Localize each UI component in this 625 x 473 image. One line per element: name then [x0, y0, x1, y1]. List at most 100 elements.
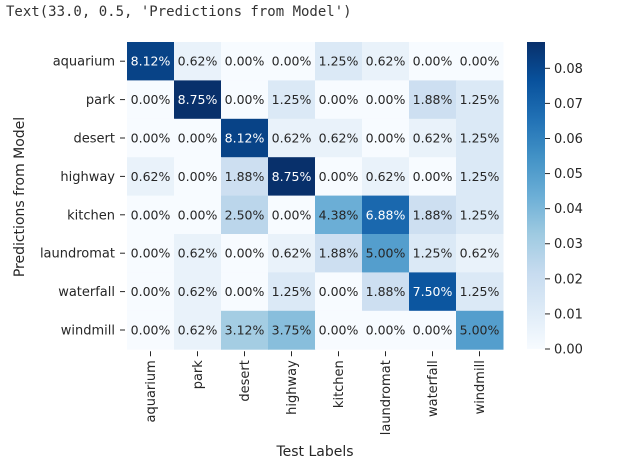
heatmap-cell-label: 5.00%	[460, 323, 500, 338]
heatmap-cell-labels: 8.12% 0.62% 0.00% 0.00% 1.25% 0.62% 0.00% 0.00%…	[131, 54, 500, 338]
heatmap-cell	[127, 80, 175, 120]
heatmap-cell	[362, 118, 410, 158]
heatmap-cell	[221, 118, 269, 158]
heatmap-cell	[456, 234, 504, 273]
colorbar-tick-label: 0.01	[554, 307, 583, 322]
heatmap-cell	[221, 234, 269, 273]
heatmap-cell	[362, 157, 410, 197]
heatmap-cell-label: 0.62%	[178, 246, 218, 261]
heatmap-cell-label: 0.00%	[319, 284, 359, 299]
heatmap-cell-label: 0.00%	[131, 246, 171, 261]
heatmap-cell	[409, 310, 457, 350]
heatmap-cell-label: 0.00%	[366, 323, 406, 338]
heatmap-cell-label: 6.88%	[366, 207, 406, 222]
heatmap-cell-label: 0.00%	[319, 169, 359, 184]
heatmap-cell-label: 0.62%	[366, 54, 406, 69]
heatmap-cell-label: 0.00%	[319, 323, 359, 338]
heatmap-cell-label: 0.00%	[178, 169, 218, 184]
colorbar-tick-label: 0.06	[554, 132, 583, 147]
y-tick-label: highway	[60, 170, 115, 185]
heatmap-cell	[127, 272, 175, 312]
heatmap-cell-label: 0.00%	[225, 54, 265, 69]
heatmap-cell	[268, 80, 316, 120]
heatmap-cell	[127, 234, 175, 273]
heatmap-cell	[174, 195, 222, 235]
heatmap-cell-label: 0.62%	[319, 131, 359, 146]
x-axis-title: Test Labels	[275, 444, 353, 460]
heatmap-cell	[268, 272, 316, 312]
heatmap-cell-label: 1.25%	[460, 207, 500, 222]
heatmap-cell	[409, 272, 457, 312]
heatmap-cell	[456, 118, 504, 158]
heatmap-cell	[409, 234, 457, 273]
heatmap-cell	[174, 234, 222, 273]
heatmap-cell	[127, 157, 175, 197]
heatmap-cell	[268, 310, 316, 350]
notebook-output-text: Text(33.0, 0.5, 'Predictions from Model'…	[6, 4, 352, 20]
heatmap-cell	[315, 195, 363, 235]
heatmap-cell-label: 0.00%	[366, 92, 406, 107]
y-tick-label: park	[86, 93, 116, 108]
heatmap-cell-label: 0.00%	[131, 92, 171, 107]
heatmap-cell-label: 1.25%	[460, 131, 500, 146]
heatmap-cell-label: 0.00%	[413, 323, 453, 338]
heatmap-cell-label: 3.12%	[225, 323, 265, 338]
heatmap-cell-label: 8.12%	[131, 54, 171, 69]
heatmap-cell	[362, 234, 410, 273]
heatmap-cell-label: 1.25%	[272, 284, 312, 299]
colorbar-tick-label: 0.03	[554, 237, 583, 252]
x-tick-label: park	[191, 360, 206, 390]
heatmap-cell-label: 8.12%	[225, 131, 265, 146]
colorbar-tick-label: 0.07	[554, 97, 583, 112]
heatmap-cell	[315, 157, 363, 197]
heatmap-cell-label: 0.62%	[460, 246, 500, 261]
heatmap-cell	[315, 42, 363, 81]
heatmap-cell-label: 0.00%	[225, 246, 265, 261]
heatmap-cell-label: 0.00%	[460, 54, 500, 69]
heatmap-cell	[221, 195, 269, 235]
heatmap-cell	[409, 118, 457, 158]
y-tick-label: windmill	[61, 324, 115, 339]
heatmap-cell-label: 0.00%	[131, 284, 171, 299]
x-tick-label: laundromat	[379, 360, 394, 435]
heatmap-cell	[174, 80, 222, 120]
heatmap-cell	[409, 157, 457, 197]
heatmap-cell	[221, 42, 269, 81]
heatmap-cell	[456, 42, 504, 81]
heatmap-cell-label: 1.88%	[366, 284, 406, 299]
colorbar-tick-label: 0.02	[554, 272, 583, 287]
heatmap-cell-label: 1.88%	[319, 246, 359, 261]
x-tick-label: desert	[238, 360, 253, 401]
heatmap-cell	[456, 157, 504, 197]
heatmap-cell	[221, 157, 269, 197]
heatmap-cell	[268, 157, 316, 197]
x-tick-label: highway	[285, 360, 300, 415]
heatmap-cell-label: 5.00%	[366, 246, 406, 261]
heatmap-cell	[221, 272, 269, 312]
heatmap-cell-label: 1.88%	[225, 169, 265, 184]
heatmap-cell	[268, 195, 316, 235]
heatmap-cell-label: 0.00%	[131, 131, 171, 146]
heatmap-cell-label: 1.25%	[460, 284, 500, 299]
heatmap-cell-label: 1.25%	[272, 92, 312, 107]
y-axis-ticks: aquarium park desert highway kitchen laundrom…	[40, 55, 125, 339]
y-tick-label: aquarium	[53, 55, 115, 70]
heatmap-cell-label: 1.88%	[413, 92, 453, 107]
heatmap-cell	[221, 310, 269, 350]
y-tick-label: waterfall	[58, 285, 115, 300]
heatmap-cell-label: 0.00%	[131, 323, 171, 338]
y-tick-label: laundromat	[40, 247, 115, 262]
heatmap-cell	[174, 118, 222, 158]
colorbar-ticks: 0.00 0.01 0.02 0.03 0.04 0.05 0.06 0.07 0.08	[545, 62, 583, 358]
heatmap-cell	[409, 80, 457, 120]
x-axis-ticks: aquarium park desert highway kitchen laundrom…	[144, 351, 488, 435]
heatmap-cell	[315, 80, 363, 120]
heatmap-cell-label: 3.75%	[272, 323, 312, 338]
heatmap-cell-label: 1.25%	[460, 92, 500, 107]
heatmap-cell-label: 0.62%	[366, 169, 406, 184]
heatmap-cell	[127, 118, 175, 158]
heatmap-cell	[456, 80, 504, 120]
heatmap-cell-label: 0.00%	[178, 207, 218, 222]
heatmap-cell-label: 2.50%	[225, 207, 265, 222]
